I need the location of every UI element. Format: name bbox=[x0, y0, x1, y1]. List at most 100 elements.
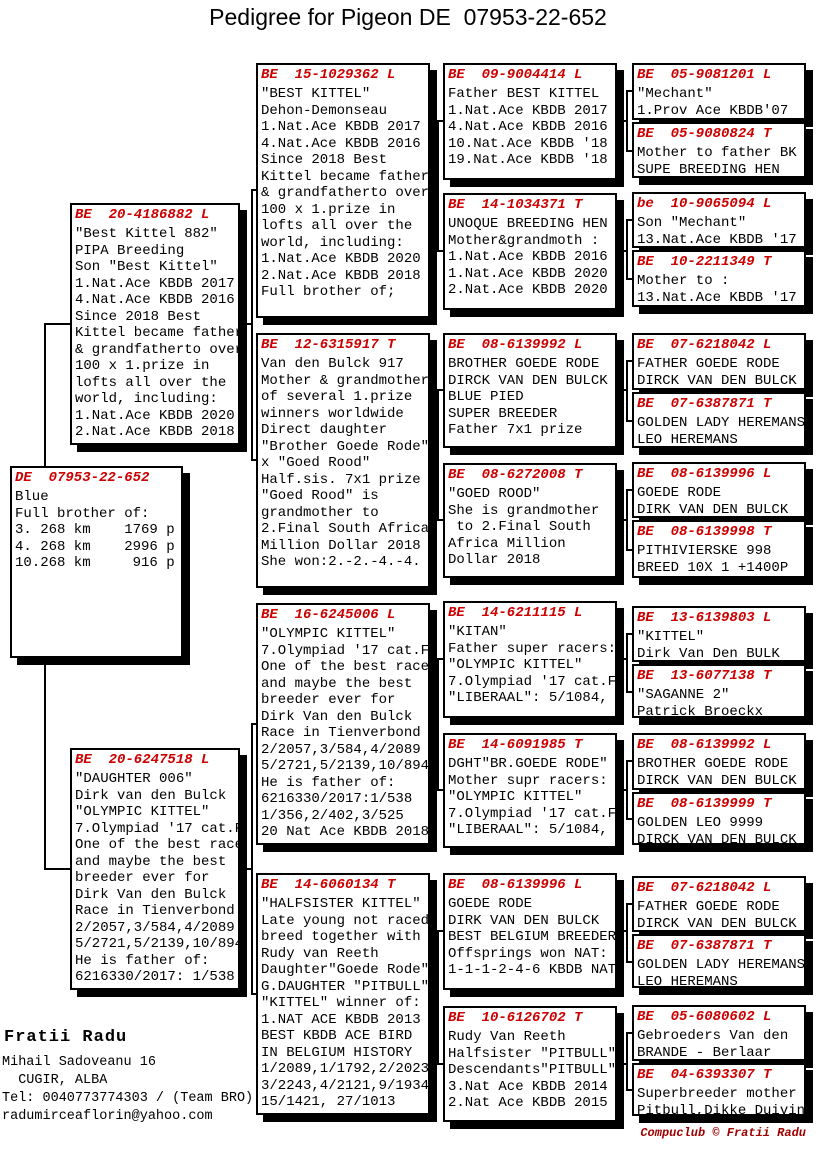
ring-number-header: BE 10-6126702 T bbox=[448, 1010, 583, 1026]
pedigree-box-fff: BE 09-9004414 L Father BEST KITTEL 1.Nat… bbox=[443, 63, 617, 180]
pedigree-connector bbox=[437, 120, 445, 252]
pedigree-connector bbox=[615, 120, 627, 122]
pedigree-connector bbox=[626, 360, 634, 422]
pedigree-box-ff: BE 15-1029362 L "BEST KITTEL" Dehon-Demo… bbox=[256, 63, 430, 318]
pigeon-details: Van den Bulck 917 Mother & grandmother o… bbox=[261, 356, 430, 570]
pedigree-connector bbox=[626, 219, 634, 280]
pedigree-box-g13: BE 07-6218042 L FATHER GOEDE RODE DIRCK … bbox=[632, 876, 806, 932]
ring-number-header: BE 14-6091985 T bbox=[448, 737, 583, 753]
ring-number-header: BE 13-6077138 T bbox=[637, 668, 772, 684]
pedigree-box-mmm: BE 10-6126702 T Rudy Van Reeth Halfsiste… bbox=[443, 1006, 617, 1122]
pedigree-connector bbox=[626, 489, 634, 551]
breeder-address-line: CUGIR, ALBA bbox=[2, 1073, 108, 1088]
pigeon-details: FATHER GOEDE RODE DIRCK VAN DEN BULCK bbox=[637, 356, 797, 389]
pedigree-box-g16: BE 04-6393307 T Superbreeder mother Pitb… bbox=[632, 1063, 806, 1116]
pigeon-details: "OLYMPIC KITTEL" 7.Olympiad '17 cat.F On… bbox=[261, 626, 430, 840]
pedigree-box-mother: BE 20-6247518 L "DAUGHTER 006" Dirk van … bbox=[70, 748, 240, 990]
pedigree-connector bbox=[428, 459, 439, 461]
breeder-name: Fratii Radu bbox=[4, 1028, 128, 1047]
pedigree-box-g2: BE 05-9080824 T Mother to father BK SUPE… bbox=[632, 122, 806, 178]
pigeon-details: GOLDEN LEO 9999 DIRCK VAN DEN BULCK bbox=[637, 815, 797, 845]
pigeon-details: "KITTEL" Dirk Van Den BULK bbox=[637, 629, 780, 662]
ring-number-header: BE 14-6211115 L bbox=[448, 605, 583, 621]
pigeon-details: GOEDE RODE DIRK VAN DEN BULCK bbox=[637, 485, 789, 518]
pedigree-connector bbox=[626, 90, 634, 152]
pedigree-box-g11: BE 08-6139992 L BROTHER GOEDE RODE DIRCK… bbox=[632, 733, 806, 790]
pigeon-details: GOEDE RODE DIRK VAN DEN BULCK BEST BELGI… bbox=[448, 896, 617, 978]
pigeon-details: GOLDEN LADY HEREMANS LEO HEREMANS bbox=[637, 415, 806, 448]
pedigree-box-g5: BE 07-6218042 L FATHER GOEDE RODE DIRCK … bbox=[632, 333, 806, 390]
pedigree-connector bbox=[615, 389, 627, 391]
pedigree-box-g6: BE 07-6387871 T GOLDEN LADY HEREMANS LEO… bbox=[632, 392, 806, 448]
ring-number-header: BE 15-1029362 L bbox=[261, 67, 396, 83]
ring-number-header: BE 08-6139992 L bbox=[637, 737, 772, 753]
pedigree-connector bbox=[428, 993, 439, 995]
pedigree-box-fmm: BE 08-6272008 T "GOED ROOD" She is grand… bbox=[443, 463, 617, 578]
pedigree-box-fm: BE 12-6315917 T Van den Bulck 917 Mother… bbox=[256, 333, 430, 588]
pedigree-connector bbox=[626, 1032, 634, 1091]
pigeon-details: Superbreeder mother Pitbull,Dikke Duivin bbox=[637, 1086, 806, 1116]
pedigree-box-father: BE 20-4186882 L "Best Kittel 882" PIPA B… bbox=[70, 203, 240, 445]
pigeon-details: BROTHER GOEDE RODE DIRCK VAN DEN BULCK bbox=[637, 756, 797, 789]
ring-number-header: BE 07-6218042 L bbox=[637, 880, 772, 896]
pigeon-details: Father BEST KITTEL 1.Nat.Ace KBDB 2017 4… bbox=[448, 86, 608, 168]
ring-number-header: BE 05-9080824 T bbox=[637, 126, 772, 142]
ring-number-header: be 10-9065094 L bbox=[637, 196, 772, 212]
pedigree-box-g14: BE 07-6387871 T GOLDEN LADY HEREMANS LEO… bbox=[632, 934, 806, 988]
ring-number-header: BE 09-9004414 L bbox=[448, 67, 583, 83]
pigeon-details: "Best Kittel 882" PIPA Breeding Son "Bes… bbox=[75, 226, 240, 440]
pedigree-box-g12: BE 08-6139999 T GOLDEN LEO 9999 DIRCK VA… bbox=[632, 792, 806, 845]
breeder-email-line: radumirceaflorin@yahoo.com bbox=[2, 1109, 213, 1124]
pedigree-box-g1: BE 05-9081201 L "Mechant" 1.Prov Ace KBD… bbox=[632, 63, 806, 120]
pigeon-details: UNOQUE BREEDING HEN Mother&grandmoth : 1… bbox=[448, 216, 608, 298]
pigeon-details: "GOED ROOD" She is grandmother to 2.Fina… bbox=[448, 486, 600, 568]
pigeon-details: Blue Full brother of: 3. 268 km 1769 p 4… bbox=[15, 489, 175, 571]
ring-number-header: BE 08-6139999 T bbox=[637, 796, 772, 812]
pedigree-box-mf: BE 16-6245006 L "OLYMPIC KITTEL" 7.Olymp… bbox=[256, 603, 430, 845]
pedigree-box-g9: BE 13-6139803 L "KITTEL" Dirk Van Den BU… bbox=[632, 606, 806, 662]
ring-number-header: BE 08-6139992 L bbox=[448, 337, 583, 353]
pedigree-connector bbox=[626, 903, 634, 963]
pigeon-details: "BEST KITTEL" Dehon-Demonseau 1.Nat.Ace … bbox=[261, 86, 430, 300]
ring-number-header: BE 07-6387871 T bbox=[637, 396, 772, 412]
breeder-address-line: Mihail Sadoveanu 16 bbox=[2, 1055, 156, 1070]
pedigree-connector bbox=[239, 323, 252, 325]
pigeon-details: Mother to : 13.Nat.Ace KBDB '17 bbox=[637, 273, 797, 306]
ring-number-header: BE 12-6315917 T bbox=[261, 337, 396, 353]
ring-number-header: BE 08-6139998 T bbox=[637, 524, 772, 540]
pedigree-connector bbox=[615, 930, 627, 932]
pigeon-details: Gebroeders Van den BRANDE - Berlaar bbox=[637, 1028, 789, 1061]
ring-number-header: BE 08-6272008 T bbox=[448, 467, 583, 483]
ring-number-header: BE 20-6247518 L bbox=[75, 752, 210, 768]
ring-number-header: BE 13-6139803 L bbox=[637, 610, 772, 626]
pedigree-box-g7: BE 08-6139996 L GOEDE RODE DIRK VAN DEN … bbox=[632, 462, 806, 518]
pedigree-connector bbox=[626, 760, 634, 820]
ring-number-header: BE 08-6139996 L bbox=[637, 466, 772, 482]
pedigree-box-mmf: BE 08-6139996 L GOEDE RODE DIRK VAN DEN … bbox=[443, 873, 617, 990]
ring-number-header: BE 16-6245006 L bbox=[261, 607, 396, 623]
compuclub-credit: Compuclub © Fratii Radu bbox=[640, 1126, 806, 1140]
pedigree-connector bbox=[615, 1063, 627, 1065]
pigeon-details: "DAUGHTER 006" Dirk van den Bulck "OLYMP… bbox=[75, 771, 240, 985]
pedigree-connector bbox=[437, 658, 445, 791]
pedigree-connector bbox=[239, 868, 252, 870]
pigeon-details: BROTHER GOEDE RODE DIRCK VAN DEN BULCK B… bbox=[448, 356, 608, 438]
pigeon-details: "HALFSISTER KITTEL" Late young not raced… bbox=[261, 896, 430, 1110]
ring-number-header: BE 04-6393307 T bbox=[637, 1067, 772, 1083]
breeder-phone-line: Tel: 0040773774303 / (Team BRO) bbox=[2, 1091, 254, 1106]
pedigree-connector bbox=[615, 250, 627, 252]
pigeon-details: FATHER GOEDE RODE DIRCK VAN DEN BULCK bbox=[637, 899, 797, 932]
pigeon-details: PITHIVIERSKE 998 BREED 10X 1 +1400P bbox=[637, 543, 789, 576]
pedigree-connector bbox=[437, 930, 445, 1065]
ring-number-header: BE 14-1034371 T bbox=[448, 197, 583, 213]
pedigree-connector bbox=[615, 658, 627, 660]
ring-number-header: BE 05-6080602 L bbox=[637, 1009, 772, 1025]
pedigree-connector bbox=[626, 633, 634, 693]
pedigree-box-g8: BE 08-6139998 T PITHIVIERSKE 998 BREED 1… bbox=[632, 520, 806, 578]
pigeon-details: "KITAN" Father super racers: "OLYMPIC KI… bbox=[448, 624, 617, 706]
pedigree-connector bbox=[251, 723, 258, 995]
pedigree-box-mff: BE 14-6211115 L "KITAN" Father super rac… bbox=[443, 601, 617, 718]
pigeon-details: Mother to father BK SUPE BREEDING HEN bbox=[637, 145, 797, 178]
ring-number-header: BE 07-6387871 T bbox=[637, 938, 772, 954]
